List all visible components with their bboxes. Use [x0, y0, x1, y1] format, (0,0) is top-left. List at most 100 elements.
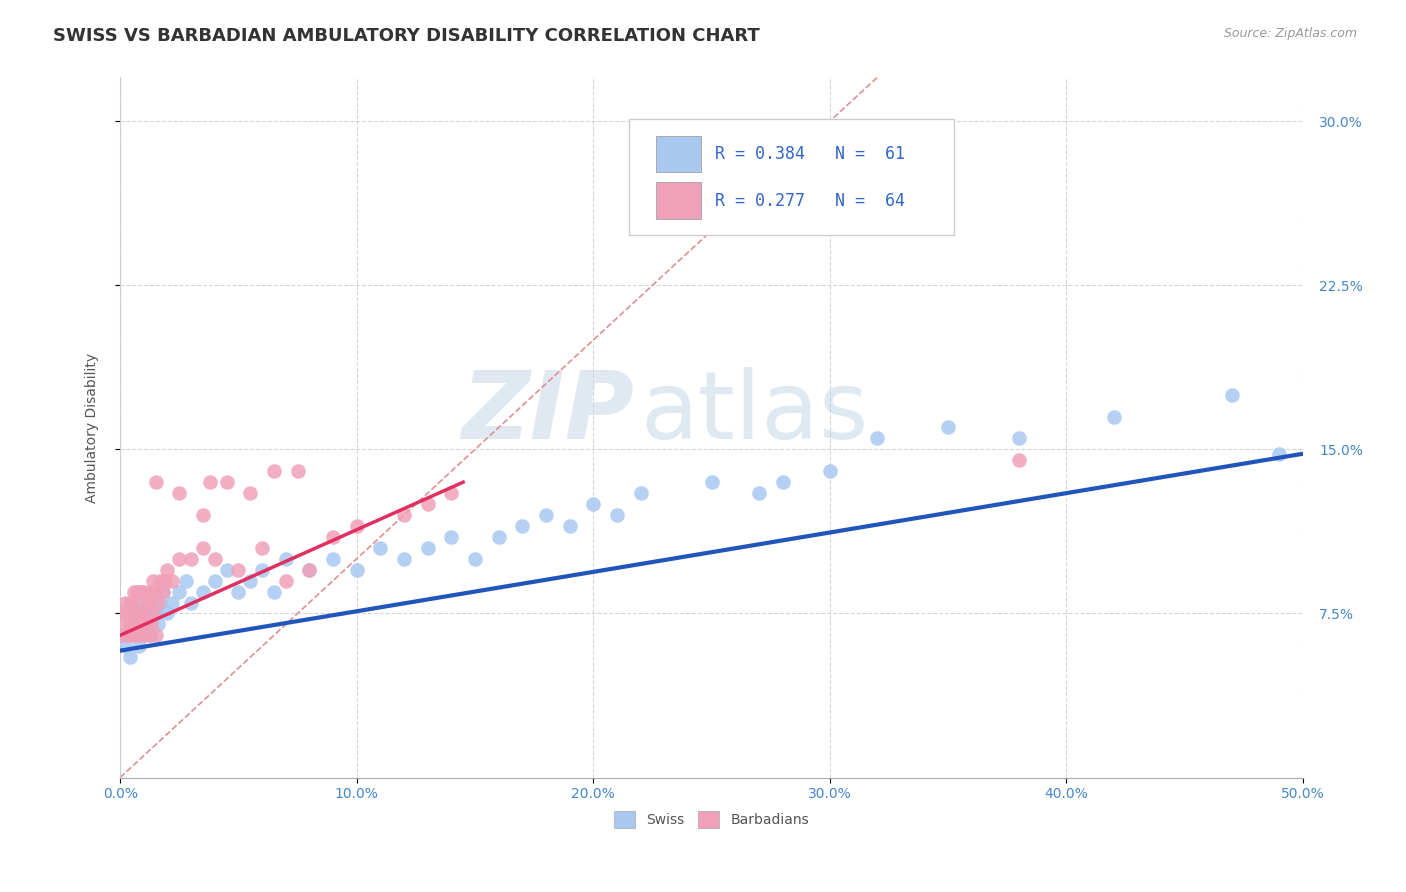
- Point: [936, 420, 959, 434]
- Point: [128, 640, 150, 654]
- Point: [510, 519, 533, 533]
- Point: [128, 607, 150, 621]
- Point: [132, 584, 155, 599]
- Point: [124, 607, 146, 621]
- Point: [142, 595, 165, 609]
- Point: [204, 551, 226, 566]
- Point: [274, 551, 297, 566]
- Point: [128, 628, 150, 642]
- Point: [131, 607, 153, 621]
- Point: [392, 508, 415, 522]
- Point: [370, 541, 392, 555]
- Point: [700, 475, 723, 490]
- Point: [132, 628, 155, 642]
- Bar: [657, 136, 702, 172]
- Text: ZIP: ZIP: [461, 368, 634, 459]
- FancyBboxPatch shape: [628, 120, 955, 235]
- Point: [169, 486, 191, 500]
- Point: [146, 595, 169, 609]
- Point: [180, 551, 202, 566]
- Point: [215, 563, 238, 577]
- Point: [818, 464, 841, 478]
- Point: [139, 617, 162, 632]
- Point: [125, 617, 148, 632]
- Point: [125, 607, 148, 621]
- Point: [416, 497, 439, 511]
- Point: [115, 628, 138, 642]
- Point: [1008, 432, 1031, 446]
- Point: [145, 475, 167, 490]
- Point: [346, 519, 368, 533]
- Point: [169, 584, 191, 599]
- Point: [1220, 387, 1243, 401]
- Point: [121, 595, 143, 609]
- Text: atlas: atlas: [641, 368, 869, 459]
- Point: [139, 584, 162, 599]
- Point: [239, 486, 262, 500]
- Point: [132, 628, 155, 642]
- Point: [228, 584, 250, 599]
- Point: [322, 530, 344, 544]
- Text: R = 0.384   N =  61: R = 0.384 N = 61: [716, 145, 905, 162]
- Point: [125, 595, 148, 609]
- Point: [118, 617, 141, 632]
- Point: [263, 464, 285, 478]
- Point: [118, 595, 141, 609]
- Point: [132, 607, 155, 621]
- Point: [464, 551, 486, 566]
- Point: [198, 475, 221, 490]
- Point: [866, 432, 889, 446]
- Point: [128, 607, 150, 621]
- Point: [630, 486, 652, 500]
- Point: [124, 584, 146, 599]
- Point: [346, 563, 368, 577]
- Point: [145, 607, 167, 621]
- Point: [131, 617, 153, 632]
- Point: [131, 628, 153, 642]
- Point: [215, 475, 238, 490]
- Point: [582, 497, 605, 511]
- Point: [138, 628, 160, 642]
- Point: [111, 628, 134, 642]
- Point: [392, 551, 415, 566]
- Text: Source: ZipAtlas.com: Source: ZipAtlas.com: [1223, 27, 1357, 40]
- Point: [606, 508, 628, 522]
- Point: [118, 617, 141, 632]
- Point: [274, 574, 297, 588]
- Point: [139, 628, 162, 642]
- Point: [111, 607, 134, 621]
- Point: [772, 475, 794, 490]
- Point: [1268, 447, 1291, 461]
- Point: [149, 595, 172, 609]
- Point: [114, 595, 136, 609]
- Point: [115, 628, 138, 642]
- Point: [128, 584, 150, 599]
- Point: [204, 574, 226, 588]
- Y-axis label: Ambulatory Disability: Ambulatory Disability: [86, 352, 100, 502]
- Point: [322, 551, 344, 566]
- Point: [124, 628, 146, 642]
- Point: [138, 595, 160, 609]
- Point: [132, 607, 155, 621]
- Text: R = 0.277   N =  64: R = 0.277 N = 64: [716, 192, 905, 210]
- Point: [125, 617, 148, 632]
- Point: [131, 617, 153, 632]
- Point: [191, 584, 214, 599]
- Point: [263, 584, 285, 599]
- Point: [138, 607, 160, 621]
- Point: [191, 508, 214, 522]
- Point: [145, 628, 167, 642]
- Point: [115, 607, 138, 621]
- Point: [145, 584, 167, 599]
- Point: [534, 508, 557, 522]
- Point: [191, 541, 214, 555]
- Point: [152, 584, 174, 599]
- Point: [142, 574, 165, 588]
- Legend: Swiss, Barbadians: Swiss, Barbadians: [609, 805, 814, 834]
- Point: [124, 628, 146, 642]
- Point: [169, 551, 191, 566]
- Point: [298, 563, 321, 577]
- Point: [287, 464, 309, 478]
- Point: [156, 563, 179, 577]
- Point: [440, 530, 463, 544]
